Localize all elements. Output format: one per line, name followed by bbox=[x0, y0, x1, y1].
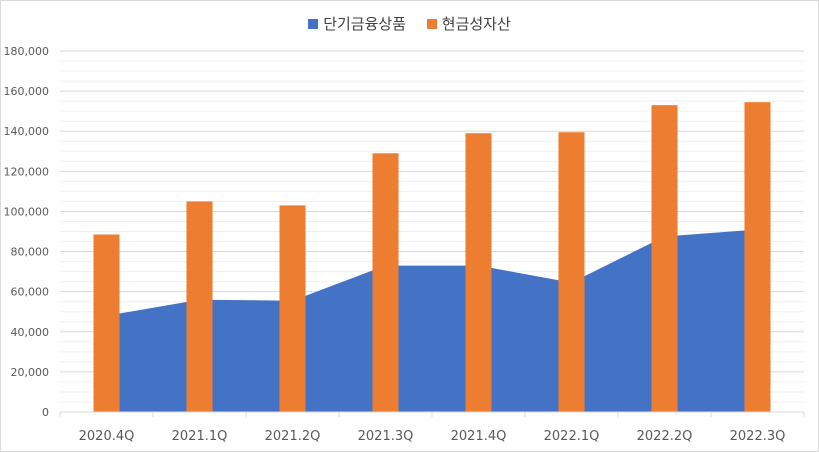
area-series bbox=[106, 229, 758, 412]
bar bbox=[744, 102, 771, 413]
bar bbox=[186, 201, 213, 412]
y-tick-label: 20,000 bbox=[11, 366, 50, 379]
x-tick-label: 2022.1Q bbox=[544, 429, 600, 444]
y-tick-label: 140,000 bbox=[4, 125, 50, 138]
y-tick-label: 160,000 bbox=[4, 85, 50, 98]
y-tick-label: 80,000 bbox=[11, 246, 50, 259]
bar bbox=[93, 234, 120, 412]
y-tick-label: 100,000 bbox=[4, 205, 50, 218]
legend-swatch-area bbox=[308, 19, 319, 29]
bar bbox=[465, 133, 492, 412]
bar bbox=[558, 132, 585, 412]
bar bbox=[372, 153, 399, 413]
legend-label-area: 단기금융상품 bbox=[323, 15, 406, 33]
y-tick-label: 0 bbox=[42, 406, 49, 419]
y-tick-label: 40,000 bbox=[11, 326, 50, 339]
x-tick-label: 2021.4Q bbox=[451, 429, 507, 444]
legend-item-area: 단기금융상품 bbox=[308, 13, 406, 34]
legend-swatch-bar bbox=[426, 19, 437, 29]
x-tick-label: 2021.3Q bbox=[358, 429, 414, 444]
x-tick-label: 2021.1Q bbox=[172, 429, 228, 444]
bar bbox=[279, 205, 306, 412]
x-tick-label: 2022.3Q bbox=[730, 429, 786, 444]
x-tick-label: 2022.2Q bbox=[637, 429, 693, 444]
y-tick-label: 60,000 bbox=[11, 286, 50, 299]
legend: 단기금융상품 현금성자산 bbox=[1, 13, 818, 34]
y-tick-label: 120,000 bbox=[4, 165, 50, 178]
legend-label-bar: 현금성자산 bbox=[441, 15, 511, 33]
x-tick-label: 2020.4Q bbox=[79, 429, 135, 444]
y-tick-label: 180,000 bbox=[4, 45, 50, 58]
bar bbox=[651, 105, 678, 413]
x-tick-label: 2021.2Q bbox=[265, 429, 321, 444]
legend-item-bar: 현금성자산 bbox=[426, 13, 511, 34]
